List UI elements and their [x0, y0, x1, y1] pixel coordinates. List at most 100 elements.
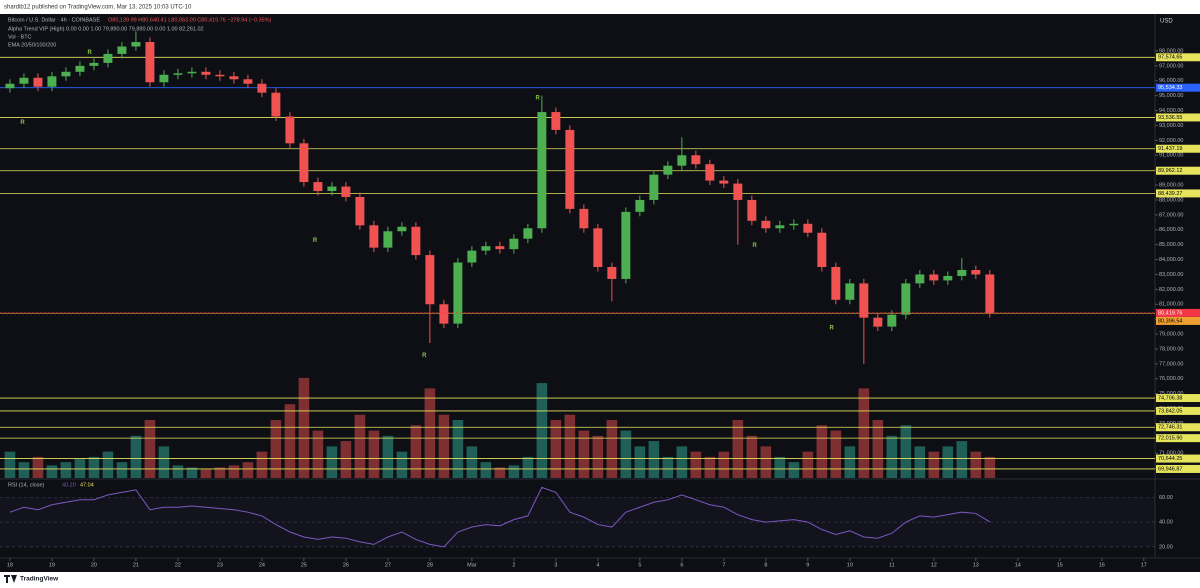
x-tick-label: 26 [343, 562, 349, 568]
volume-bar [186, 467, 198, 478]
candle-body [943, 275, 953, 281]
annotation: R [20, 120, 25, 126]
annotation: R [829, 326, 834, 332]
candle-body [425, 255, 435, 305]
volume-bar [116, 462, 128, 478]
candle-body [327, 186, 337, 192]
rsi-reading: 40.20 [62, 482, 76, 488]
volume-bar [788, 462, 800, 478]
x-tick-label: 17 [1141, 562, 1147, 568]
volume-bar [578, 430, 590, 478]
volume-bar [634, 446, 646, 478]
level-label-bg [1156, 144, 1200, 153]
candle-body [775, 225, 785, 229]
volume-bar [18, 462, 30, 478]
candle-body [383, 231, 393, 248]
level-label: 80,396.54 [1158, 318, 1182, 324]
candle-body [173, 73, 183, 75]
y-tick-label: 81,000.00 [1159, 302, 1183, 308]
volume-bar [214, 467, 226, 478]
volume-bar [620, 430, 632, 478]
candle-body [257, 83, 267, 93]
volume-bar [382, 435, 394, 478]
volume-bar [732, 420, 744, 478]
level-label-bg [1156, 464, 1200, 473]
volume-bar [256, 451, 268, 478]
volume-bar [900, 425, 912, 478]
candle-body [691, 155, 701, 165]
x-tick-label: 25 [301, 562, 307, 568]
volume-bar [32, 456, 44, 478]
volume-bar [928, 451, 940, 478]
x-tick-label: 23 [217, 562, 223, 568]
candle-body [705, 164, 715, 181]
candle-body [397, 226, 407, 232]
volume-bar [312, 430, 324, 478]
candle-body [719, 180, 729, 184]
last-price-label: 80,419.76 [1158, 310, 1182, 316]
candle-body [131, 42, 141, 47]
volume-bar [60, 462, 72, 478]
candle-body [789, 223, 799, 226]
candle-body [579, 208, 589, 229]
y-tick-label: 85,000.00 [1159, 242, 1183, 248]
y-tick-label: 93,000.00 [1159, 123, 1183, 129]
x-tick-label: 24 [259, 562, 265, 568]
volume-bar [368, 430, 380, 478]
y-tick-label: 77,000.00 [1159, 361, 1183, 367]
candle-body [495, 246, 505, 250]
candle-body [243, 79, 253, 84]
candle-body [439, 304, 449, 324]
volume-bar [452, 420, 464, 478]
volume-bar [340, 441, 352, 478]
y-tick-label: 71,000.00 [1159, 451, 1183, 457]
x-tick-label: 8 [764, 562, 767, 568]
y-tick-label: 87,000.00 [1159, 212, 1183, 218]
level-label-bg [1156, 394, 1200, 403]
candle-body [523, 228, 533, 239]
y-tick-label: 98,000.00 [1159, 48, 1183, 54]
x-tick-label: 6 [680, 562, 683, 568]
candle-body [565, 129, 575, 209]
rsi-tick-label: 60.00 [1159, 495, 1173, 501]
candle-body [33, 77, 43, 87]
volume-bar [662, 456, 674, 478]
x-tick-label: 19 [49, 562, 55, 568]
candle-body [285, 116, 295, 144]
level-label: 89,962.12 [1158, 168, 1182, 174]
volume-bar [970, 451, 982, 478]
candle-body [215, 74, 225, 77]
candle-body [299, 143, 309, 183]
y-tick-label: 94,000.00 [1159, 108, 1183, 114]
annotation: R [422, 353, 427, 359]
y-tick-label: 86,000.00 [1159, 227, 1183, 233]
volume-bar [158, 446, 170, 478]
candle-body [831, 267, 841, 300]
volume-bar [466, 446, 478, 478]
indicator: Alpha Trend VIP (High) 0.00 0.00 1.00 79… [8, 26, 204, 32]
y-tick-label: 89,000.00 [1159, 183, 1183, 189]
candle-body [47, 76, 57, 87]
volume-bar [872, 420, 884, 478]
candle-body [901, 283, 911, 315]
volume-bar [704, 456, 716, 478]
candle-body [467, 250, 477, 263]
x-tick-label: 20 [91, 562, 97, 568]
volume-bar [984, 456, 996, 478]
x-tick-label: 13 [973, 562, 979, 568]
x-tick-label: 27 [385, 562, 391, 568]
candle-body [635, 199, 645, 212]
candle-body [817, 232, 827, 268]
level-label-bg [1156, 113, 1200, 122]
candle-body [929, 274, 939, 281]
volume-bar [746, 435, 758, 478]
rsi-label: RSI (14, close) [8, 482, 45, 488]
ohlc: O80,139.99 H80,640.41 L80,063.00 C80,419… [108, 17, 271, 23]
volume-bar [592, 435, 604, 478]
y-tick-label: 88,000.00 [1159, 197, 1183, 203]
volume-bar [298, 377, 310, 478]
level-label-bg [1156, 83, 1200, 92]
candle-body [103, 53, 113, 63]
x-tick-label: 2 [512, 562, 515, 568]
